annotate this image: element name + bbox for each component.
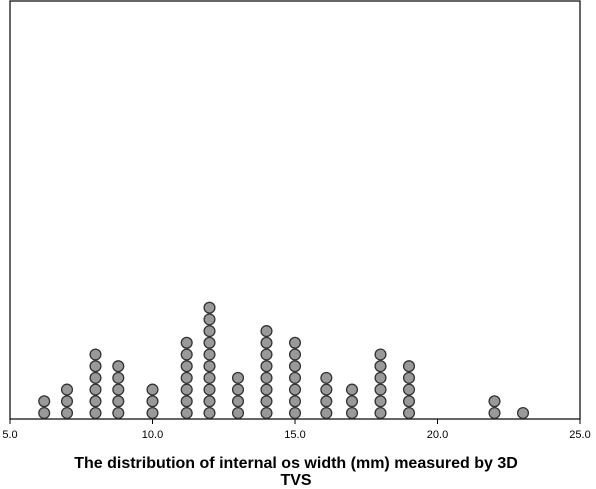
data-point — [89, 406, 102, 420]
data-point — [203, 313, 216, 326]
data-point — [146, 406, 159, 420]
data-point — [60, 383, 74, 396]
data-point — [288, 360, 302, 373]
data-point — [180, 383, 193, 396]
data-point — [320, 395, 333, 408]
data-point — [203, 371, 216, 384]
x-axis-label-line-2: TVS — [280, 472, 311, 489]
data-point — [260, 348, 273, 361]
data-point — [260, 383, 273, 396]
data-point — [112, 360, 125, 373]
data-point — [402, 383, 416, 396]
data-point — [516, 406, 530, 420]
data-point — [488, 395, 501, 408]
x-tick-label: 10.0 — [142, 429, 163, 441]
data-point — [89, 395, 102, 408]
x-tick-label: 20.0 — [427, 429, 448, 441]
data-point — [38, 395, 51, 408]
data-point — [374, 395, 387, 408]
data-point — [260, 336, 273, 349]
data-point — [374, 383, 387, 396]
data-point — [320, 371, 333, 384]
data-point — [320, 406, 333, 420]
data-point — [60, 406, 74, 420]
data-point — [180, 336, 193, 349]
data-point — [288, 371, 302, 384]
data-point — [345, 383, 359, 396]
data-point — [374, 360, 387, 373]
data-points — [38, 301, 530, 420]
data-point — [231, 395, 245, 408]
data-point — [288, 336, 302, 349]
data-point — [345, 395, 359, 408]
data-point — [488, 406, 501, 420]
data-point — [89, 348, 102, 361]
data-point — [288, 395, 302, 408]
data-point — [203, 395, 216, 408]
x-tick-label: 25.0 — [569, 429, 590, 441]
data-point — [146, 395, 159, 408]
data-point — [402, 360, 416, 373]
x-tick-label: 5.0 — [2, 429, 17, 441]
data-point — [203, 325, 216, 338]
data-point — [112, 383, 125, 396]
data-point — [203, 301, 216, 314]
data-point — [374, 371, 387, 384]
x-axis-tick-labels: 5.0 10.0 15.0 20.0 25.0 — [2, 429, 590, 441]
data-point — [374, 406, 387, 420]
data-point — [288, 348, 302, 361]
x-axis-label-line-1: The distribution of internal os width (m… — [74, 455, 518, 472]
x-axis-ticks — [9, 419, 581, 424]
data-point — [112, 406, 125, 420]
data-point — [180, 406, 193, 420]
data-point — [38, 406, 51, 420]
data-point — [112, 395, 125, 408]
data-point — [260, 360, 273, 373]
data-point — [260, 371, 273, 384]
data-point — [320, 383, 333, 396]
data-point — [203, 336, 216, 349]
data-point — [89, 360, 102, 373]
data-point — [231, 406, 245, 420]
data-point — [146, 383, 159, 396]
data-point — [402, 371, 416, 384]
data-point — [402, 395, 416, 408]
data-point — [345, 406, 359, 420]
data-point — [180, 360, 193, 373]
data-point — [60, 395, 74, 408]
data-point — [89, 371, 102, 384]
data-point — [112, 371, 125, 384]
data-point — [288, 383, 302, 396]
data-point — [231, 371, 245, 384]
data-point — [260, 406, 273, 420]
x-tick-label: 15.0 — [284, 429, 305, 441]
data-point — [260, 325, 273, 338]
data-point — [402, 406, 416, 420]
data-point — [89, 383, 102, 396]
data-point — [260, 395, 273, 408]
data-point — [374, 348, 387, 361]
data-point — [203, 406, 216, 420]
data-point — [180, 371, 193, 384]
data-point — [203, 383, 216, 396]
data-point — [288, 406, 302, 420]
data-point — [231, 383, 245, 396]
data-point — [203, 348, 216, 361]
data-point — [180, 348, 193, 361]
data-point — [180, 395, 193, 408]
data-point — [203, 360, 216, 373]
